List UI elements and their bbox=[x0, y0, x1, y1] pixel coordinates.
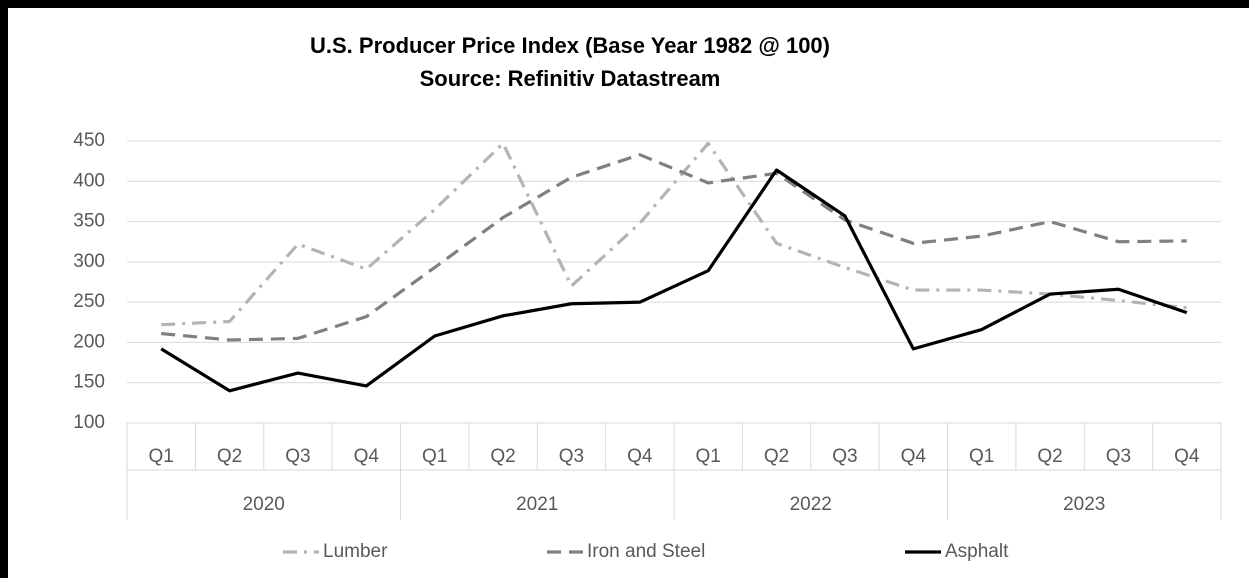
chart-title: U.S. Producer Price Index (Base Year 198… bbox=[310, 33, 830, 58]
x-tick-label: Q1 bbox=[422, 446, 447, 467]
x-tick-label: Q1 bbox=[969, 446, 994, 467]
x-group-label: 2023 bbox=[1063, 494, 1105, 515]
y-tick-label: 450 bbox=[73, 130, 105, 151]
y-tick-label: 400 bbox=[73, 170, 105, 191]
x-tick-label: Q1 bbox=[696, 446, 721, 467]
line-series bbox=[160, 168, 1188, 393]
x-group-label: 2021 bbox=[516, 494, 558, 515]
x-tick-label: Q2 bbox=[764, 446, 789, 467]
x-tick-label: Q3 bbox=[285, 446, 310, 467]
x-tick-label: Q3 bbox=[1106, 446, 1131, 467]
x-tick-label: Q2 bbox=[1037, 446, 1062, 467]
x-tick-label: Q3 bbox=[559, 446, 584, 467]
x-tick-label: Q3 bbox=[832, 446, 857, 467]
y-tick-label: 350 bbox=[73, 211, 105, 232]
y-tick-label: 200 bbox=[73, 331, 105, 352]
legend-label: Lumber bbox=[323, 541, 388, 562]
x-tick-label: Q1 bbox=[149, 446, 174, 467]
legend-label: Iron and Steel bbox=[587, 541, 705, 562]
x-tick-label: Q4 bbox=[1174, 446, 1200, 467]
x-group-label: 2020 bbox=[243, 494, 285, 515]
x-tick-label: Q2 bbox=[217, 446, 242, 467]
x-tick-label: Q4 bbox=[354, 446, 380, 467]
x-tick-label: Q4 bbox=[627, 446, 653, 467]
x-tick-label: Q2 bbox=[490, 446, 515, 467]
chart-subtitle: Source: Refinitiv Datastream bbox=[420, 66, 721, 91]
x-group-label: 2022 bbox=[790, 494, 832, 515]
x-tick-label: Q4 bbox=[901, 446, 927, 467]
line-series bbox=[161, 141, 1187, 327]
y-tick-label: 300 bbox=[73, 251, 105, 272]
y-tick-label: 250 bbox=[73, 291, 105, 312]
y-tick-label: 100 bbox=[73, 412, 105, 433]
line-series bbox=[161, 153, 1187, 342]
y-tick-label: 150 bbox=[73, 372, 105, 393]
legend-label: Asphalt bbox=[945, 541, 1009, 562]
